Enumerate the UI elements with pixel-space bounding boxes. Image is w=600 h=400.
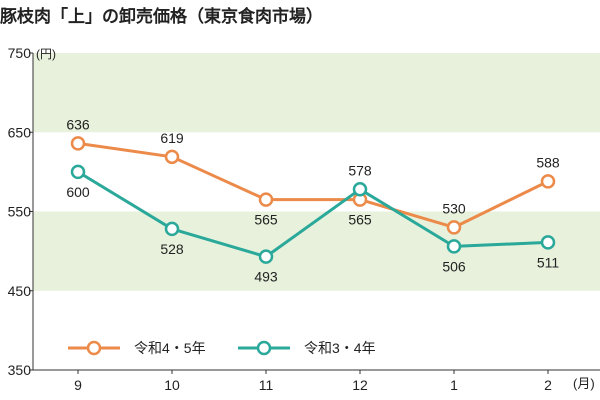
data-label: 565 [348,212,372,228]
data-label: 619 [160,130,184,146]
data-point [70,136,86,151]
legend-label: 令和3・4年 [304,340,376,356]
y-tick-label: 750 [8,45,32,61]
data-point [70,164,86,180]
background-band [33,211,600,291]
y-tick-label: 450 [8,283,32,299]
data-label: 636 [66,116,90,132]
data-label: 493 [254,269,278,285]
y-tick-label: 550 [8,204,32,220]
legend-label: 令和4・5年 [134,340,206,356]
legend: 令和4・5年 令和3・4年 [68,340,376,356]
x-tick-label: 11 [259,377,274,393]
series-layer: 636 619 565 565 530 588 600 528 493 578 506 511 [66,116,560,284]
x-tick-label: 12 [352,377,368,393]
y-axis-ticks: 350 450 550 650 750 [8,45,33,378]
x-tick-label: 2 [544,377,552,393]
data-point [164,149,180,165]
series-line [77,170,549,259]
y-axis-unit-label: (円) [36,47,56,61]
series-reiwa-4-5: 636 619 565 565 530 588 [66,116,560,235]
data-label: 600 [66,184,90,200]
data-point [540,235,556,250]
data-point [446,239,462,254]
data-point [258,249,274,264]
y-tick-label: 350 [8,362,32,378]
x-tick-label: 1 [450,377,458,393]
data-label: 511 [537,254,560,270]
data-label: 588 [536,154,560,170]
y-tick-label: 650 [8,124,32,140]
legend-swatch-marker [256,340,272,356]
x-tick-label: 10 [164,377,180,393]
background-bands [33,53,600,291]
series-reiwa-3-4: 600 528 493 578 506 511 [66,162,559,284]
data-point [446,220,462,235]
data-point [540,174,556,189]
data-label: 565 [254,212,278,228]
legend-swatch-marker [86,340,102,356]
x-axis-unit-label: (月) [573,376,595,391]
chart-title: 豚枝肉「上」の卸売価格（東京食肉市場） [0,6,323,27]
background-band [33,53,600,133]
data-point [164,221,180,237]
data-label: 528 [160,241,184,257]
data-label: 530 [442,200,466,216]
series-line [77,141,549,229]
data-label: 578 [348,162,372,178]
data-label: 506 [442,258,466,274]
data-point [258,192,274,207]
x-axis-ticks: 9 10 11 12 1 2 [74,370,552,393]
x-tick-label: 9 [74,377,82,393]
data-point [352,182,368,197]
